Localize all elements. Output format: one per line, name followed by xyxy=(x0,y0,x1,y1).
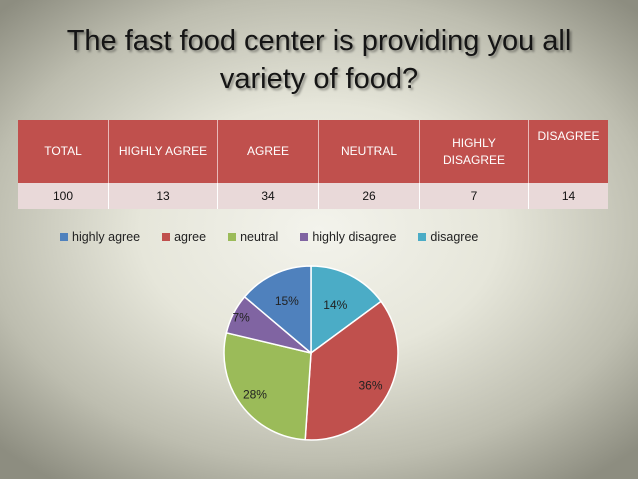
legend-item-highly-agree: highly agree xyxy=(60,230,140,244)
legend-item-highly-disagree: highly disagree xyxy=(300,230,396,244)
page-title: The fast food center is providing you al… xyxy=(66,25,572,95)
cell-total: 100 xyxy=(18,183,109,209)
pie-slice-agree xyxy=(304,300,399,441)
survey-table: TOTAL HIGHLY AGREE AGREE NEUTRAL HIGHLY … xyxy=(18,120,608,209)
table-header-row: TOTAL HIGHLY AGREE AGREE NEUTRAL HIGHLY … xyxy=(18,120,608,183)
pie-slice-highly-agree xyxy=(243,265,312,355)
header-agree: AGREE xyxy=(217,120,319,183)
legend-swatch xyxy=(300,233,309,241)
legend-label: highly disagree xyxy=(312,230,397,244)
header-total: TOTAL xyxy=(18,120,109,183)
legend-item-disagree: disagree xyxy=(418,230,478,244)
pie-label-highly-agree: 15% xyxy=(275,294,299,308)
cell-disagree: 14 xyxy=(528,183,608,209)
legend-swatch xyxy=(162,233,171,241)
header-neutral: NEUTRAL xyxy=(318,120,420,183)
pie-labels: 14% 36% 28% 7% 15% xyxy=(232,294,382,401)
chart-legend: highly agree agree neutral highly disagr… xyxy=(60,230,500,244)
legend-swatch xyxy=(60,233,68,241)
legend-label: highly agree xyxy=(72,230,141,244)
legend-label: agree xyxy=(174,230,207,244)
cell-highly-agree: 13 xyxy=(108,183,218,209)
pie-label-neutral: 28% xyxy=(243,387,267,401)
legend-item-agree: agree xyxy=(162,230,206,244)
header-disagree: DISAGREE xyxy=(528,120,608,183)
cell-agree: 34 xyxy=(217,183,319,209)
header-highly-disagree: HIGHLY DISAGREE xyxy=(419,120,529,183)
pie-slice-disagree xyxy=(310,265,383,355)
table-row: 100 13 34 26 7 14 xyxy=(18,183,608,209)
header-highly-agree: HIGHLY AGREE xyxy=(108,120,218,183)
cell-neutral: 26 xyxy=(318,183,420,209)
legend-label: neutral xyxy=(240,230,279,244)
pie-label-agree: 36% xyxy=(358,379,382,393)
pie-label-highly-disagree: 7% xyxy=(232,311,250,325)
pie-slice-neutral xyxy=(223,331,312,441)
pie-label-disagree: 14% xyxy=(323,298,347,312)
pie-slices xyxy=(223,265,399,441)
legend-label: disagree xyxy=(430,230,479,244)
legend-item-neutral: neutral xyxy=(228,230,278,244)
legend-swatch xyxy=(228,233,237,241)
legend-swatch xyxy=(418,233,427,241)
cell-highly-disagree: 7 xyxy=(419,183,529,209)
